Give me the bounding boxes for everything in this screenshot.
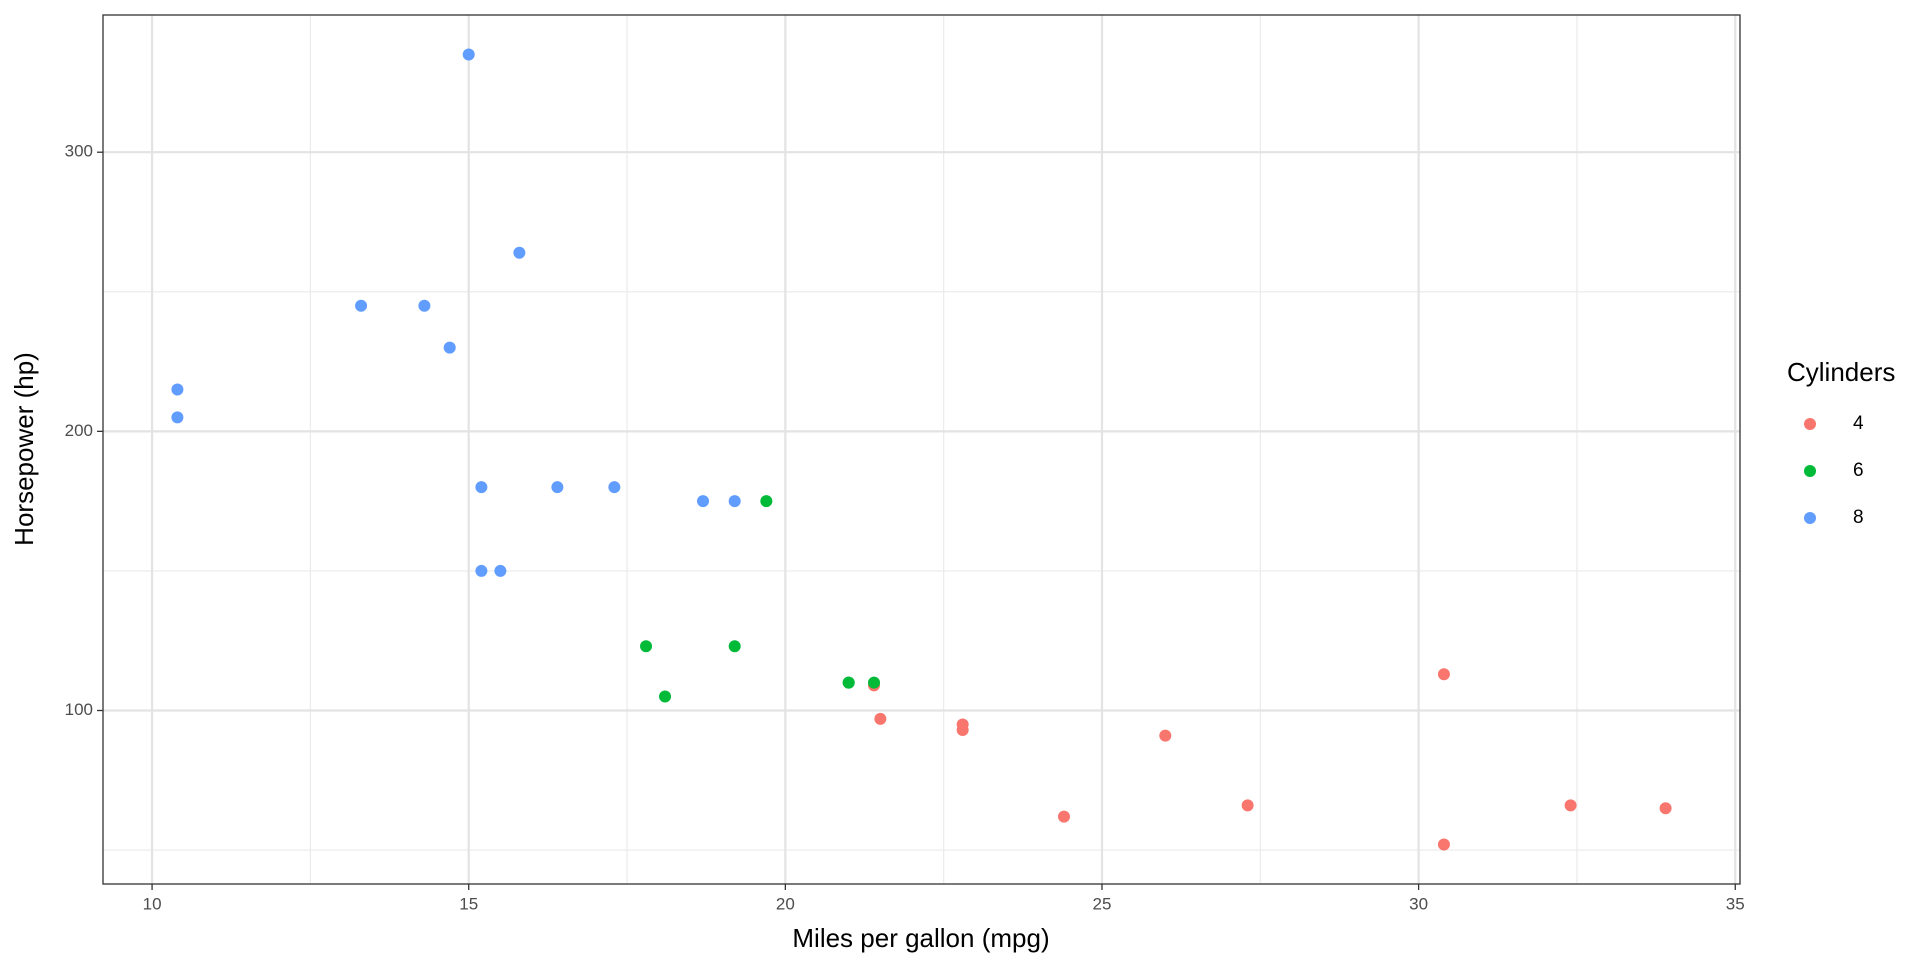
legend-label: 4 <box>1853 413 1864 434</box>
y-tick-label: 300 <box>65 142 93 161</box>
x-tick-label: 10 <box>143 894 162 913</box>
legend-title: Cylinders <box>1787 357 1895 387</box>
point <box>1057 810 1070 823</box>
legend-key <box>1804 512 1816 524</box>
point <box>728 495 741 508</box>
point <box>1564 799 1577 812</box>
point <box>462 48 475 61</box>
point <box>956 718 969 731</box>
x-tick-label: 20 <box>776 894 795 913</box>
point <box>513 246 526 259</box>
legend-key <box>1804 465 1816 477</box>
y-tick-label: 100 <box>65 700 93 719</box>
point <box>355 299 368 312</box>
x-tick-label: 15 <box>459 894 478 913</box>
point <box>640 640 653 653</box>
point <box>608 481 621 494</box>
point <box>171 383 184 396</box>
point <box>494 564 507 577</box>
point <box>760 495 773 508</box>
y-tick-label: 200 <box>65 421 93 440</box>
legend-key <box>1804 418 1816 430</box>
point <box>171 411 184 424</box>
panel <box>103 15 1740 884</box>
point <box>1437 668 1450 681</box>
point <box>1437 838 1450 851</box>
point <box>1659 802 1672 815</box>
legend-label: 8 <box>1853 507 1864 528</box>
point <box>475 564 488 577</box>
point <box>1159 729 1172 742</box>
panel-border <box>102 14 1741 885</box>
x-axis-title: Miles per gallon (mpg) <box>792 923 1049 953</box>
point <box>1241 799 1254 812</box>
legend-label: 6 <box>1853 460 1864 481</box>
point <box>868 676 881 689</box>
point <box>551 481 564 494</box>
point <box>418 299 431 312</box>
y-axis-title: Horsepower (hp) <box>9 352 39 546</box>
x-tick-label: 25 <box>1093 894 1112 913</box>
point <box>874 712 887 725</box>
point <box>475 481 488 494</box>
point <box>728 640 741 653</box>
x-tick-label: 30 <box>1409 894 1428 913</box>
point <box>842 676 855 689</box>
point <box>659 690 672 703</box>
point <box>697 495 710 508</box>
point <box>443 341 456 354</box>
x-tick-label: 35 <box>1726 894 1745 913</box>
